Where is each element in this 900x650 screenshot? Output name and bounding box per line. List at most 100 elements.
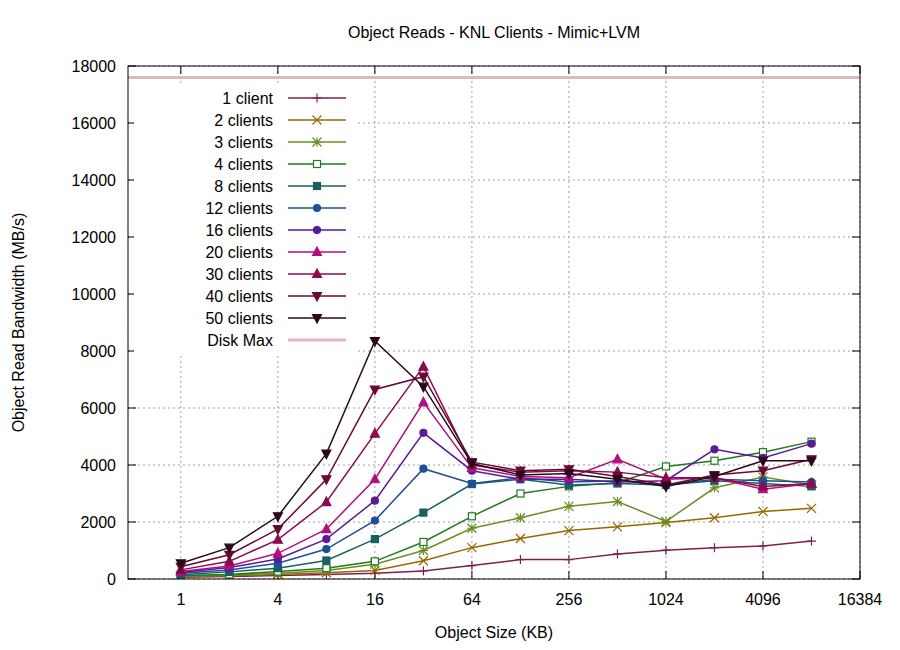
- point: [516, 555, 525, 564]
- legend-marker: [313, 94, 322, 103]
- tick: [852, 237, 860, 238]
- tick-label: 1: [176, 591, 185, 608]
- legend-box: [134, 86, 358, 356]
- point: [370, 474, 379, 483]
- tick-label: 64: [463, 591, 481, 608]
- tick-label: 4000: [80, 457, 116, 474]
- legend-label: 16 clients: [205, 222, 273, 239]
- point: [758, 541, 767, 550]
- series-line: [181, 377, 812, 567]
- point: [323, 557, 330, 564]
- point: [176, 560, 185, 569]
- point: [419, 362, 428, 371]
- point: [661, 517, 670, 526]
- point: [807, 479, 816, 488]
- point: [758, 507, 767, 516]
- legend-label: Disk Max: [207, 332, 273, 349]
- point: [710, 513, 719, 522]
- tick: [852, 294, 860, 295]
- series: [176, 472, 816, 579]
- series: [176, 338, 816, 569]
- point: [420, 509, 427, 516]
- tick-label: 16: [366, 591, 384, 608]
- point: [710, 543, 719, 552]
- point: [371, 558, 378, 565]
- point: [273, 535, 282, 544]
- point: [468, 513, 475, 520]
- point: [564, 470, 573, 479]
- legend-marker: [314, 227, 321, 234]
- point: [419, 567, 428, 576]
- tick: [665, 66, 666, 74]
- point: [613, 454, 622, 463]
- point: [322, 450, 331, 459]
- tick-label: 18000: [72, 58, 117, 75]
- point: [807, 479, 816, 488]
- tick-label: 10000: [72, 286, 117, 303]
- point: [468, 481, 475, 488]
- point: [711, 457, 718, 464]
- legend-label: 40 clients: [205, 288, 273, 305]
- legend-swatch: [288, 339, 346, 342]
- point: [613, 476, 622, 485]
- legend-marker: [314, 205, 321, 212]
- tick-label: 14000: [72, 172, 117, 189]
- point: [322, 497, 331, 506]
- tick: [374, 66, 375, 74]
- point: [468, 480, 475, 487]
- point: [661, 483, 670, 492]
- tick: [762, 571, 763, 579]
- legend-label: 3 clients: [214, 134, 273, 151]
- grid-line: [665, 66, 666, 579]
- point: [323, 546, 330, 553]
- series-line: [181, 367, 812, 570]
- tick: [665, 571, 666, 579]
- legend-marker: [313, 247, 322, 256]
- series: [176, 373, 816, 572]
- tick: [277, 66, 278, 74]
- series: [176, 362, 816, 574]
- point: [613, 549, 622, 558]
- point: [564, 526, 573, 535]
- tick: [568, 571, 569, 579]
- chart: 0200040006000800010000120001400016000180…: [0, 0, 900, 650]
- grid: [128, 66, 860, 579]
- y-axis-label: Object Read Bandwidth (MB/s): [10, 213, 27, 433]
- tick-label: 0: [107, 571, 116, 588]
- point: [662, 463, 669, 470]
- legend-marker: [314, 183, 321, 190]
- series-line: [181, 402, 812, 571]
- point: [420, 429, 427, 436]
- point: [564, 555, 573, 564]
- point: [419, 556, 428, 565]
- point: [661, 473, 670, 482]
- tick-label: 4: [273, 591, 282, 608]
- tick: [128, 408, 136, 409]
- point: [807, 504, 816, 513]
- point: [371, 536, 378, 543]
- grid-line: [762, 66, 763, 579]
- tick: [568, 66, 569, 74]
- point: [807, 537, 816, 546]
- tick-label: 4096: [745, 591, 781, 608]
- legend-label: 12 clients: [205, 200, 273, 217]
- point: [322, 524, 331, 533]
- series: [176, 397, 816, 575]
- tick: [180, 66, 181, 74]
- point: [711, 446, 718, 453]
- point: [516, 471, 525, 480]
- tick: [471, 571, 472, 579]
- point: [807, 457, 816, 466]
- point: [273, 548, 282, 557]
- legend-label: 30 clients: [205, 266, 273, 283]
- frame: [128, 66, 860, 579]
- tick: [128, 465, 136, 466]
- tick: [852, 351, 860, 352]
- point: [467, 460, 476, 469]
- legend-marker: [313, 116, 322, 125]
- tick: [852, 522, 860, 523]
- legend-marker: [313, 138, 322, 147]
- point: [758, 467, 767, 476]
- legend: 1 client2 clients3 clients4 clients8 cli…: [134, 86, 358, 356]
- point: [225, 544, 234, 553]
